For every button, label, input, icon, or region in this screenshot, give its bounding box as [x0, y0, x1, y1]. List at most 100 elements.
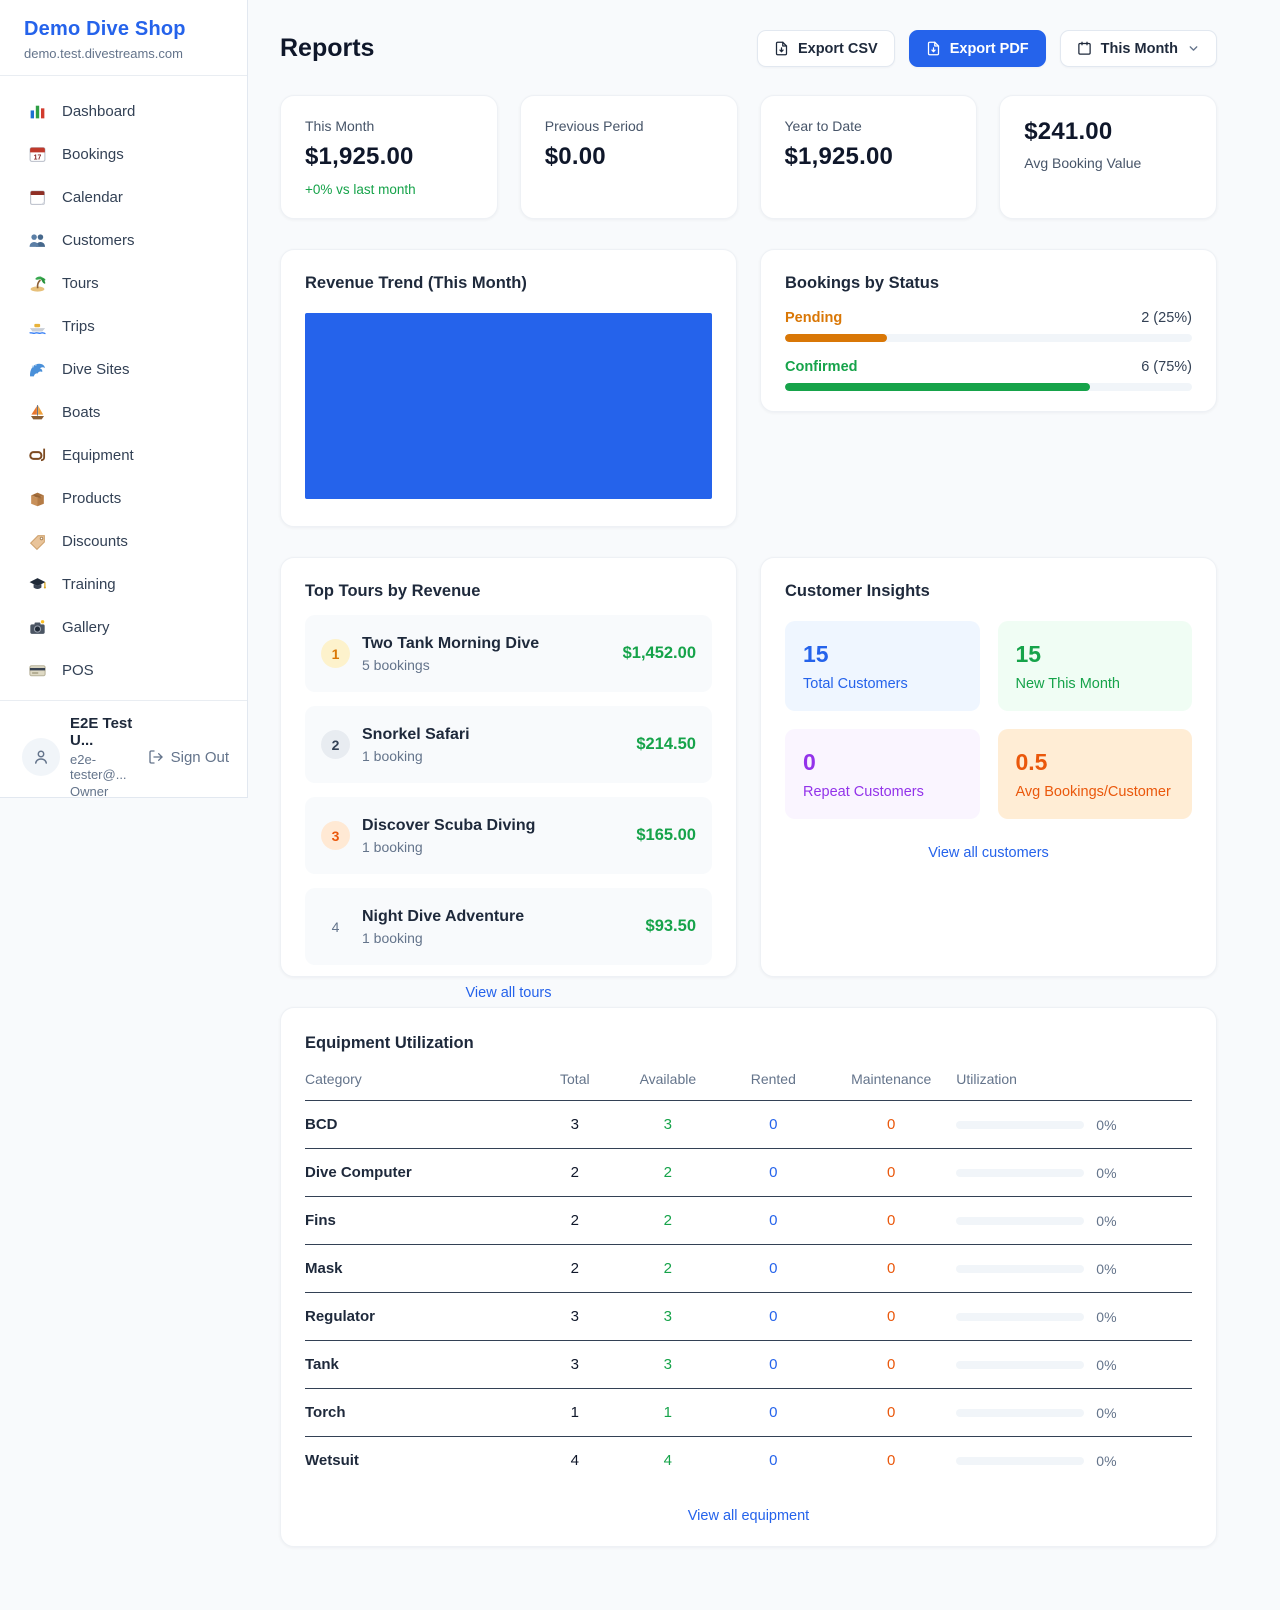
- revenue-trend-card: Revenue Trend (This Month): [280, 249, 737, 527]
- sidebar-item-label: Calendar: [62, 189, 123, 206]
- tour-name: Discover Scuba Diving: [362, 816, 536, 834]
- insight-tile-avg-bookings: 0.5 Avg Bookings/Customer: [997, 729, 1192, 819]
- column-header: Available: [639, 1071, 697, 1087]
- table-row: Dive Computer 2 2 0 0 0%: [305, 1149, 1192, 1197]
- stat-label: Avg Booking Value: [1024, 155, 1142, 171]
- sidebar-item-products[interactable]: Products: [0, 477, 247, 520]
- sign-out-icon: [148, 750, 163, 764]
- insight-value: 0: [803, 749, 816, 775]
- chevron-down-icon: [1189, 46, 1198, 51]
- period-dropdown[interactable]: This Month: [1059, 30, 1217, 67]
- insight-value: 15: [803, 641, 829, 667]
- view-all-customers-link[interactable]: View all customers: [928, 845, 1049, 861]
- sidebar-item-calendar[interactable]: Calendar: [0, 176, 247, 219]
- cell-utilization: 0%: [956, 1117, 1192, 1133]
- tour-amount: $93.50: [645, 917, 696, 935]
- stat-value: $0.00: [544, 143, 606, 170]
- person-icon: [35, 750, 47, 764]
- training-icon: [29, 578, 46, 589]
- insight-tile-total-customers: 15 Total Customers: [785, 621, 980, 711]
- cell-maintenance: 0: [886, 1356, 896, 1373]
- sidebar-item-label: Tours: [62, 275, 99, 292]
- cell-total: 3: [570, 1308, 579, 1325]
- bookings-icon: 17: [29, 147, 46, 162]
- sidebar-item-trips[interactable]: Trips: [0, 305, 247, 348]
- tour-name: Night Dive Adventure: [362, 907, 525, 925]
- cell-rented: 0: [769, 1116, 778, 1133]
- status-row-pending: Pending 2 (25%): [785, 310, 1192, 342]
- export-pdf-button[interactable]: Export PDF: [908, 30, 1046, 67]
- sign-out-label: Sign Out: [170, 748, 229, 766]
- sidebar-item-boats[interactable]: Boats: [0, 391, 247, 434]
- cell-maintenance: 0: [886, 1212, 896, 1229]
- cell-rented: 0: [769, 1404, 778, 1421]
- cell-total: 2: [570, 1212, 579, 1229]
- tour-name: Two Tank Morning Dive: [362, 634, 540, 652]
- sidebar-item-gallery[interactable]: Gallery: [0, 606, 247, 649]
- export-csv-button[interactable]: Export CSV: [756, 30, 895, 67]
- tour-bookings: 5 bookings: [362, 656, 430, 673]
- sidebar-item-dashboard[interactable]: Dashboard: [0, 90, 247, 133]
- sidebar-item-equipment[interactable]: Equipment: [0, 434, 247, 477]
- cell-utilization: 0%: [956, 1213, 1192, 1229]
- sidebar-item-label: Dashboard: [62, 103, 136, 120]
- view-all-equipment-link[interactable]: View all equipment: [687, 1508, 810, 1524]
- sidebar-item-tours[interactable]: Tours: [0, 262, 247, 305]
- cell-category: Torch: [305, 1404, 346, 1421]
- cell-rented: 0: [769, 1452, 778, 1469]
- utilization-percent: 0%: [1096, 1116, 1117, 1133]
- utilization-bar: [956, 1360, 1085, 1369]
- cell-category: Tank: [305, 1356, 339, 1373]
- cell-total: 1: [570, 1404, 579, 1421]
- utilization-percent: 0%: [1096, 1452, 1117, 1469]
- cell-total: 2: [570, 1164, 579, 1181]
- sidebar-item-bookings[interactable]: 17 Bookings: [0, 133, 247, 176]
- tours-icon: [30, 276, 46, 292]
- stat-cards: This Month $1,925.00 +0% vs last month P…: [280, 95, 1217, 219]
- sidebar-item-discounts[interactable]: Discounts: [0, 520, 247, 563]
- sidebar-item-pos[interactable]: POS: [0, 649, 247, 692]
- charts-row: Revenue Trend (This Month) Bookings by S…: [280, 249, 1217, 527]
- tour-row: 2 Snorkel Safari 1 booking $214.50: [305, 706, 712, 783]
- table-row: BCD 3 3 0 0 0%: [305, 1101, 1192, 1149]
- sidebar-item-label: Training: [62, 576, 116, 593]
- cell-utilization: 0%: [956, 1453, 1192, 1469]
- equipment-utilization-card: Equipment Utilization Category Total Ava…: [280, 1007, 1217, 1547]
- cell-available: 2: [663, 1164, 673, 1181]
- column-header: Utilization: [956, 1071, 1017, 1087]
- stat-value: $241.00: [1024, 118, 1113, 145]
- sidebar-item-customers[interactable]: Customers: [0, 219, 247, 262]
- sidebar-item-dive-sites[interactable]: Dive Sites: [0, 348, 247, 391]
- cell-maintenance: 0: [886, 1404, 896, 1421]
- utilization-percent: 0%: [1096, 1404, 1117, 1421]
- cell-category: Dive Computer: [305, 1164, 412, 1181]
- sidebar-item-label: Trips: [62, 318, 95, 335]
- cell-rented: 0: [769, 1212, 778, 1229]
- insight-grid: 15 Total Customers 15 New This Month 0 R…: [785, 621, 1192, 819]
- avatar: [22, 738, 60, 776]
- revenue-trend-title: Revenue Trend (This Month): [305, 274, 527, 292]
- cell-rented: 0: [769, 1356, 778, 1373]
- stat-label: This Month: [305, 118, 375, 134]
- cell-utilization: 0%: [956, 1261, 1192, 1277]
- cell-available: 3: [663, 1356, 673, 1373]
- period-label: This Month: [1100, 40, 1178, 57]
- customers-icon: [29, 234, 45, 247]
- sign-out-button[interactable]: Sign Out: [148, 749, 229, 766]
- view-all-tours-link[interactable]: View all tours: [465, 985, 552, 1001]
- customer-insights-title: Customer Insights: [785, 582, 930, 600]
- shop-domain: demo.test.divestreams.com: [24, 46, 183, 61]
- page-title: Reports: [280, 34, 375, 62]
- insight-label: Total Customers: [803, 676, 908, 692]
- shop-header: Demo Dive Shop demo.test.divestreams.com: [0, 0, 247, 76]
- status-row-confirmed: Confirmed 6 (75%): [785, 359, 1192, 391]
- tour-row: 3 Discover Scuba Diving 1 booking $165.0…: [305, 797, 712, 874]
- utilization-bar: [956, 1168, 1085, 1177]
- sidebar-item-training[interactable]: Training: [0, 563, 247, 606]
- trips-icon: [29, 323, 46, 335]
- status-bar-track: [785, 383, 1192, 391]
- sidebar-nav: Dashboard 17 Bookings Calendar Customers…: [0, 76, 247, 700]
- cell-category: Wetsuit: [305, 1452, 359, 1469]
- insight-value: 15: [1015, 641, 1042, 667]
- sidebar-item-label: Gallery: [62, 619, 110, 636]
